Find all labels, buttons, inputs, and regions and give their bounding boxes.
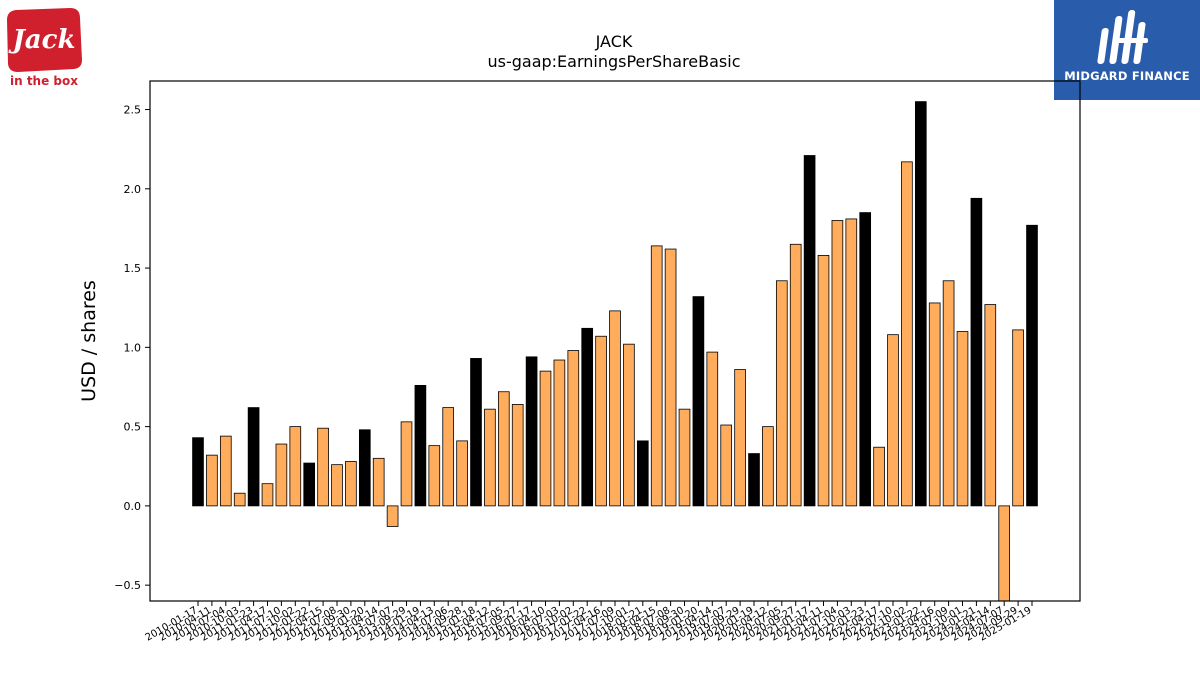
- bar: [456, 440, 468, 507]
- bar: [428, 445, 441, 507]
- bar: [484, 408, 496, 507]
- y-tick-label: −0.5: [114, 579, 141, 592]
- bar: [984, 304, 997, 507]
- bar: [331, 464, 343, 507]
- bar: [1012, 329, 1024, 507]
- bar: [233, 492, 246, 507]
- bar: [470, 358, 482, 507]
- bar: [720, 424, 733, 507]
- bar: [261, 483, 274, 507]
- y-tick-label: 0.0: [124, 500, 142, 513]
- bar: [845, 218, 858, 507]
- bar: [1026, 224, 1038, 507]
- bar: [928, 302, 941, 507]
- bar: [636, 440, 649, 507]
- bar: [664, 248, 677, 507]
- bar: [553, 359, 566, 507]
- bar: [289, 426, 302, 507]
- bar: [358, 429, 371, 507]
- bar: [317, 427, 329, 507]
- bar: [775, 280, 788, 507]
- bar: [275, 443, 288, 507]
- bar: [400, 421, 413, 507]
- bar: [303, 462, 316, 507]
- bar: [525, 356, 538, 507]
- bar: [623, 343, 635, 507]
- midgard-finance-logo: MIDGARD FINANCE: [1054, 0, 1200, 100]
- bar: [567, 350, 580, 507]
- bar: [734, 369, 746, 507]
- chart-title: JACK: [595, 32, 633, 51]
- bar: [887, 334, 899, 507]
- bar: [192, 437, 204, 507]
- bar: [595, 335, 607, 507]
- bar: [831, 220, 844, 507]
- bar: [956, 331, 969, 507]
- y-axis-label: USD / shares: [78, 280, 100, 402]
- y-tick-label: 2.0: [124, 183, 142, 196]
- y-tick-label: 1.0: [124, 341, 142, 354]
- chart-subtitle: us-gaap:EarningsPerShareBasic: [487, 52, 741, 71]
- bar: [372, 457, 385, 507]
- bar: [706, 351, 719, 507]
- y-tick-label: 2.5: [124, 104, 142, 117]
- bar: [442, 407, 455, 507]
- bar: [692, 296, 705, 507]
- bar: [859, 212, 872, 507]
- midgard-finance-wordmark: MIDGARD FINANCE: [1064, 69, 1190, 83]
- bar: [914, 101, 927, 507]
- midgard-emblem: [1097, 10, 1148, 64]
- y-tick-label: 0.5: [124, 421, 142, 434]
- bar: [206, 454, 218, 507]
- bar: [219, 435, 232, 507]
- bar: [970, 197, 983, 507]
- bar: [414, 384, 427, 507]
- bar: [511, 404, 524, 507]
- bar: [345, 461, 357, 507]
- logo-wordmark: Jack: [8, 25, 76, 55]
- bar: [748, 453, 760, 507]
- bar: [901, 161, 913, 507]
- bar: [609, 310, 621, 507]
- bar: [942, 280, 955, 507]
- bar: [650, 245, 663, 507]
- bar: [539, 370, 552, 507]
- bar: [247, 407, 260, 507]
- y-tick-label: 1.5: [124, 262, 142, 275]
- bar: [873, 446, 885, 507]
- bar: [762, 426, 774, 507]
- jack-in-the-box-logo: Jack in the box: [6, 6, 84, 88]
- bar: [678, 408, 691, 507]
- bar: [386, 505, 399, 527]
- bar: [581, 327, 594, 507]
- bar: [789, 243, 802, 507]
- logo-shape: [7, 8, 82, 72]
- bar: [998, 505, 1011, 602]
- bar: [803, 155, 816, 507]
- bar: [817, 254, 830, 507]
- logo-tagline: in the box: [10, 74, 78, 88]
- bar: [497, 391, 510, 507]
